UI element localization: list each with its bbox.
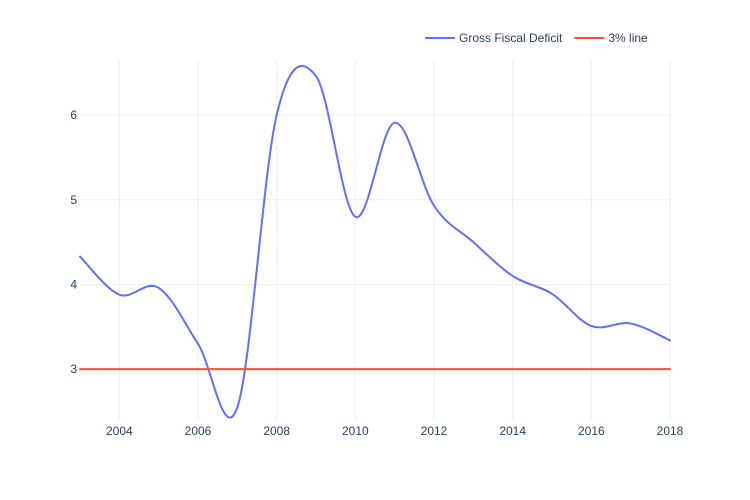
x-tick-label: 2014 <box>499 424 526 438</box>
legend-label: 3% line <box>608 31 648 45</box>
x-tick-label: 2012 <box>421 424 448 438</box>
x-tick-label: 2010 <box>342 424 369 438</box>
y-axis-ticks: 3 4 5 6 <box>70 108 77 376</box>
series-line-gross-fiscal-deficit <box>79 65 671 419</box>
legend[interactable]: Gross Fiscal Deficit 3% line <box>425 31 648 45</box>
grid <box>80 60 671 420</box>
y-tick-label: 4 <box>70 277 77 291</box>
x-axis-ticks: 2004 2006 2008 2010 2012 2014 2016 2018 <box>106 424 684 438</box>
x-tick-label: 2008 <box>263 424 290 438</box>
y-tick-label: 3 <box>70 362 77 376</box>
legend-item-gross-fiscal-deficit[interactable]: Gross Fiscal Deficit <box>425 31 563 45</box>
y-tick-label: 6 <box>70 108 77 122</box>
legend-label: Gross Fiscal Deficit <box>459 31 563 45</box>
x-tick-label: 2016 <box>578 424 605 438</box>
x-tick-label: 2004 <box>106 424 133 438</box>
legend-item-3-line[interactable]: 3% line <box>574 31 648 45</box>
y-tick-label: 5 <box>70 193 77 207</box>
x-tick-label: 2006 <box>185 424 212 438</box>
x-tick-label: 2018 <box>657 424 684 438</box>
series-layer <box>79 65 671 419</box>
